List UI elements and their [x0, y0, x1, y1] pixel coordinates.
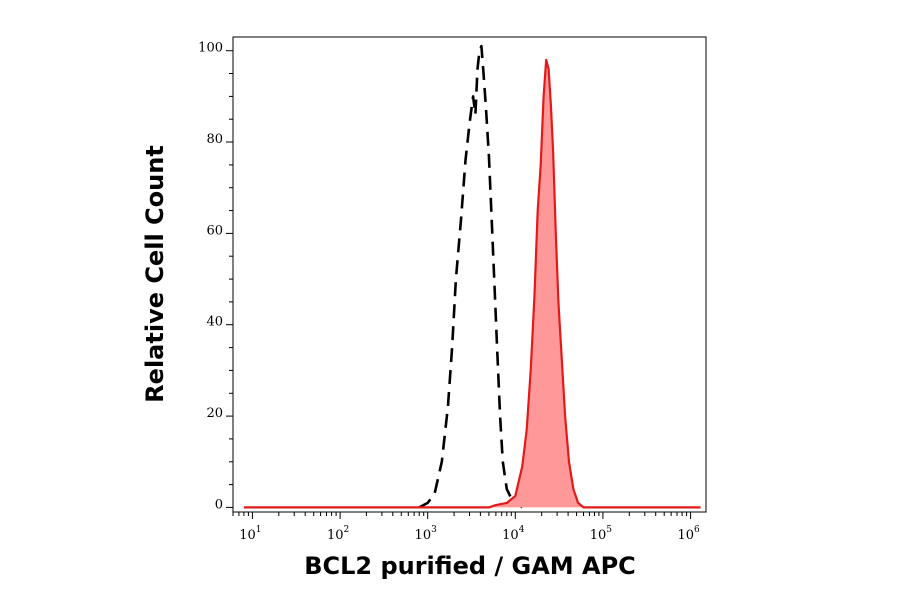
y-axis-ticks: 0 20 40 60 80 100: [198, 41, 233, 512]
series-1-line: [418, 44, 524, 509]
series-2-line: [243, 58, 701, 509]
y-tick-label: 60: [206, 223, 223, 238]
x-tick-label: 105: [590, 525, 613, 543]
series-layer: [243, 44, 701, 509]
y-tick-label: 20: [206, 406, 223, 421]
y-tick-label: 0: [215, 497, 223, 512]
x-tick-label: 101: [239, 525, 261, 543]
x-axis-ticks: 101 102 103 104 105 106: [232, 512, 700, 543]
x-tick-label: 103: [415, 525, 438, 543]
x-tick-label: 106: [677, 525, 700, 543]
x-tick-label: 104: [502, 525, 525, 543]
plot-frame: [232, 36, 707, 513]
y-tick-label: 100: [198, 41, 223, 56]
x-tick-label: 102: [327, 525, 349, 543]
x-axis-title: BCL2 purified / GAM APC: [304, 552, 636, 580]
y-tick-label: 40: [206, 315, 223, 330]
series-2-fill: [243, 59, 701, 508]
y-tick-label: 80: [206, 132, 223, 147]
y-axis-title: Relative Cell Count: [141, 145, 169, 403]
